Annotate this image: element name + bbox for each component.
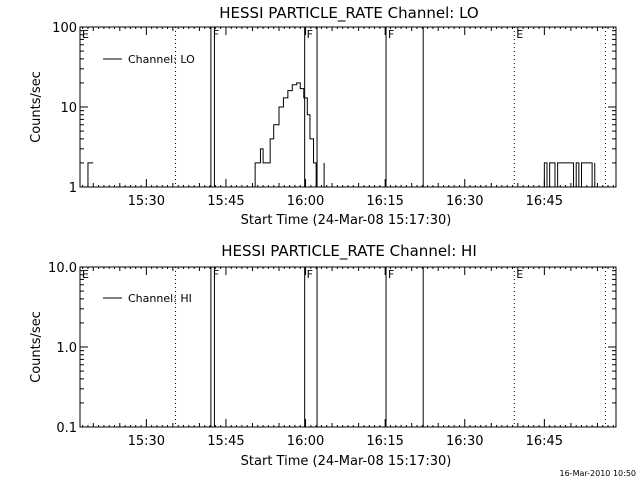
y-tick-label: 1.0 [56,341,77,356]
event-marker-label: E [516,268,523,281]
plot-frame [79,266,617,428]
x-tick-label: 16:30 [446,194,483,209]
series-line [541,162,596,188]
event-marker-label: F [213,268,219,281]
event-marker-label: E [516,28,523,41]
x-tick-label: 15:45 [207,194,244,209]
data-series [80,82,596,188]
x-tick-label: 16:45 [526,194,563,209]
footer-timestamp: 16-Mar-2010 10:50 [560,469,637,478]
x-tick-label: 16:30 [446,434,483,449]
x-axis-label: Start Time (24-Mar-08 15:17:30) [241,213,452,228]
event-marker-label: F [307,28,313,41]
legend: Channel: LO [103,53,195,66]
y-axis-label: Counts/sec [29,71,44,143]
y-tick-label: 1 [69,181,77,196]
legend-entry: Channel: HI [128,292,192,305]
axis-ticks: 15:30 15:45 16:00 16:15 16:30 16:45 1 10 100 [52,21,616,209]
series-line [80,162,94,188]
plot-frame [79,26,617,188]
x-tick-label: 16:15 [366,194,403,209]
legend-entry: Channel: LO [128,53,195,66]
chart-hi: HESSI PARTICLE_RATE Channel: HI Counts/s… [29,242,617,469]
legend: Channel: HI [103,292,192,305]
event-marker-label: E [82,28,89,41]
x-tick-label: 15:30 [128,194,165,209]
y-tick-label: 100 [52,21,77,36]
x-tick-label: 15:30 [128,434,165,449]
event-marker-label: F [388,28,394,41]
event-marker-label: F [213,28,219,41]
event-marker-label: F [307,268,313,281]
y-axis-label: Counts/sec [29,311,44,383]
x-tick-label: 15:45 [207,434,244,449]
y-tick-label: 10.0 [48,261,77,276]
event-marker-label: E [82,268,89,281]
x-axis-label: Start Time (24-Mar-08 15:17:30) [241,454,452,469]
y-tick-label: 10 [60,101,77,116]
axis-ticks: 15:30 15:45 16:00 16:15 16:30 16:45 0.1 1.0 10.0 [48,261,616,449]
x-tick-label: 16:45 [526,434,563,449]
event-marker-label: F [388,268,394,281]
series-line [252,82,317,188]
x-tick-label: 16:15 [366,434,403,449]
x-tick-label: 16:00 [287,434,324,449]
series-line [321,162,325,188]
chart-lo: HESSI PARTICLE_RATE Channel: LO Counts/s… [29,4,617,228]
chart-title: HESSI PARTICLE_RATE Channel: LO [219,4,478,23]
x-tick-label: 16:00 [287,194,324,209]
chart-title: HESSI PARTICLE_RATE Channel: HI [221,242,477,261]
y-tick-label: 0.1 [56,421,77,436]
